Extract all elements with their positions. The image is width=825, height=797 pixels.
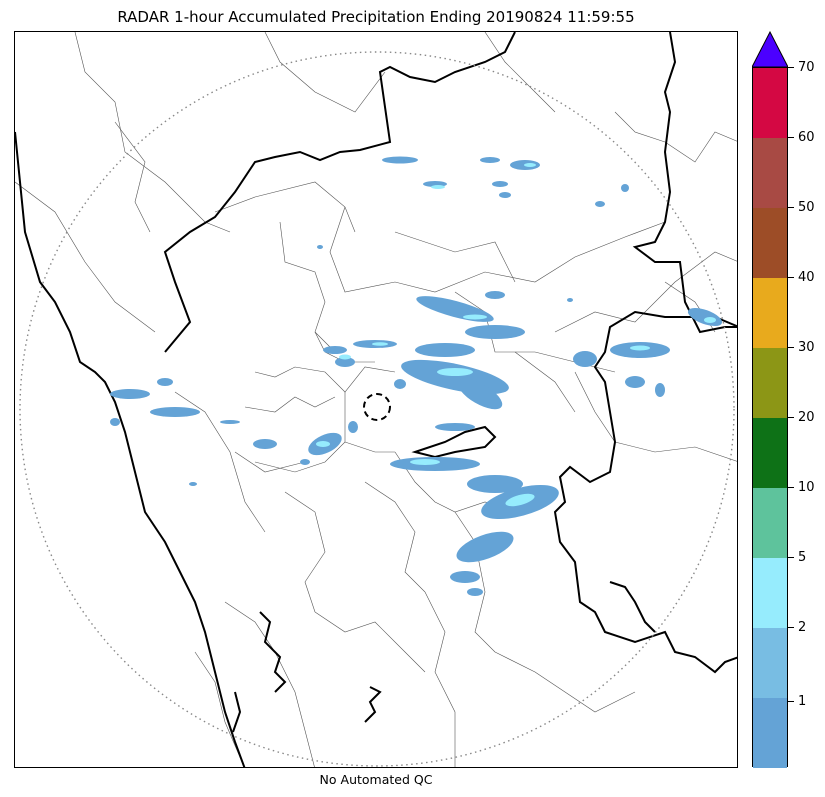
colorbar-extend-arrow: [752, 31, 788, 68]
echo-core: [316, 441, 330, 447]
colorbar-segment: [753, 558, 787, 628]
colorbar-segment: [753, 278, 787, 348]
echo: [435, 423, 475, 431]
echo: [655, 383, 665, 397]
echo-core: [410, 459, 440, 465]
precipitation-colorbar: [752, 67, 788, 768]
echo-core: [704, 317, 716, 323]
echo: [595, 201, 605, 207]
colorbar-tick-label: 10: [798, 480, 815, 495]
echo: [394, 379, 406, 389]
echo: [150, 407, 200, 417]
state-boundaries: [15, 32, 737, 767]
echo: [625, 376, 645, 388]
echo: [450, 571, 480, 583]
echo: [220, 420, 240, 424]
colorbar-tick: [788, 277, 794, 278]
colorbar-tick: [788, 557, 794, 558]
echo: [621, 184, 629, 192]
qc-footer-note: No Automated QC: [319, 772, 433, 787]
echo: [253, 439, 277, 449]
colorbar-tick: [788, 67, 794, 68]
echo: [157, 378, 173, 386]
colorbar-tick-label: 30: [798, 340, 815, 355]
echo: [687, 307, 723, 327]
colorbar-tick-label: 50: [798, 200, 815, 215]
colorbar-segment: [753, 138, 787, 208]
echo: [465, 325, 525, 339]
colorbar-segment: [753, 698, 787, 768]
colorbar-tick: [788, 700, 794, 702]
colorbar-tick: [788, 487, 794, 488]
light-blue-echo-cores: [316, 163, 716, 507]
echo: [348, 421, 358, 433]
echo-core: [431, 185, 445, 189]
colorbar-segment: [753, 418, 787, 488]
echo: [467, 475, 523, 493]
chart-title: RADAR 1-hour Accumulated Precipitation E…: [117, 8, 635, 26]
radar-site-marker: [363, 393, 391, 421]
radar-map[interactable]: [14, 31, 738, 768]
echo-core: [524, 163, 536, 167]
map-canvas: [15, 32, 737, 767]
echo-core: [630, 345, 650, 351]
colorbar-tick-label: 5: [798, 550, 807, 565]
colorbar-tick: [788, 417, 794, 418]
colorbar-tick-label: 2: [798, 620, 807, 635]
echo: [416, 296, 494, 322]
colorbar-segment: [753, 68, 787, 138]
echo-core: [505, 493, 535, 507]
echo-core: [372, 342, 388, 346]
colorbar-tick: [788, 627, 794, 628]
colorbar-tick: [788, 207, 794, 208]
echo: [110, 418, 120, 426]
echo: [467, 588, 483, 596]
echo-core: [339, 354, 351, 360]
colorbar-segment: [753, 348, 787, 418]
echo: [480, 157, 500, 163]
echo: [499, 192, 511, 198]
echo: [573, 351, 597, 367]
echo: [456, 531, 514, 563]
echo: [485, 291, 505, 299]
colorbar-segment: [753, 628, 787, 698]
echo: [567, 298, 573, 302]
echo: [110, 389, 150, 399]
colorbar-tick: [788, 347, 794, 348]
echo: [317, 245, 323, 249]
colorbar-tick-label: 70: [798, 60, 815, 75]
colorbar-tick-label: 40: [798, 270, 815, 285]
colorbar-tick-label: 1: [798, 693, 807, 709]
echo: [382, 156, 418, 164]
echo: [335, 357, 355, 367]
radar-range-ring: [19, 51, 735, 767]
precipitation-echoes: [110, 156, 723, 596]
colorbar-tick-label: 60: [798, 130, 815, 145]
echo-core: [463, 314, 487, 320]
echo: [323, 346, 347, 354]
echo: [300, 459, 310, 465]
colorbar-tick: [788, 137, 794, 138]
colorbar-segment: [753, 488, 787, 558]
echo-core: [437, 368, 473, 376]
echo: [457, 378, 503, 410]
district-boundaries: [15, 32, 737, 767]
echo: [492, 181, 508, 187]
colorbar-segment: [753, 208, 787, 278]
echo: [189, 482, 197, 486]
echo: [415, 343, 475, 357]
colorbar-tick-label: 20: [798, 410, 815, 425]
